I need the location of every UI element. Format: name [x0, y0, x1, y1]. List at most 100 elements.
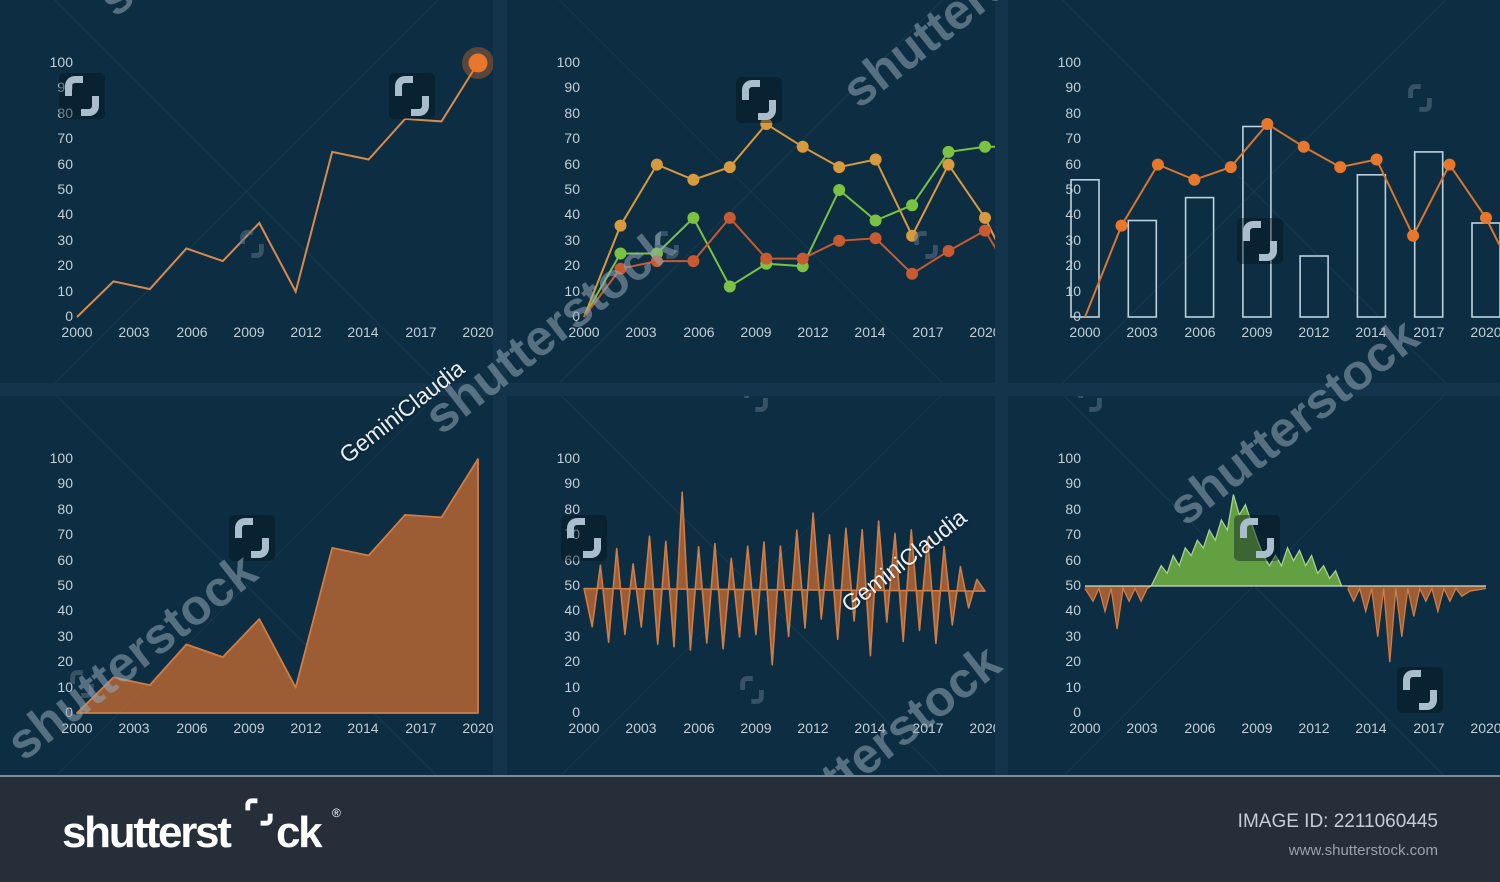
svg-text:2006: 2006 [1184, 720, 1215, 736]
svg-text:50: 50 [1065, 181, 1081, 197]
svg-text:2009: 2009 [233, 324, 264, 340]
svg-text:2003: 2003 [625, 324, 656, 340]
svg-text:2000: 2000 [61, 324, 92, 340]
svg-text:0: 0 [572, 704, 580, 720]
svg-text:80: 80 [564, 105, 580, 121]
svg-text:2000: 2000 [61, 720, 92, 736]
svg-text:80: 80 [57, 105, 73, 121]
svg-text:50: 50 [57, 577, 73, 593]
svg-text:2006: 2006 [683, 324, 714, 340]
svg-text:2020: 2020 [1470, 720, 1500, 736]
svg-text:2017: 2017 [1413, 720, 1444, 736]
svg-text:80: 80 [57, 501, 73, 517]
svg-text:0: 0 [1073, 308, 1081, 324]
svg-text:shutterst: shutterst [62, 808, 232, 857]
svg-text:2003: 2003 [1126, 720, 1157, 736]
svg-text:20: 20 [57, 653, 73, 669]
svg-text:2000: 2000 [1069, 720, 1100, 736]
svg-text:40: 40 [57, 602, 73, 618]
svg-text:20: 20 [1065, 653, 1081, 669]
svg-text:ck: ck [276, 808, 323, 857]
svg-text:60: 60 [564, 552, 580, 568]
svg-text:80: 80 [564, 501, 580, 517]
svg-text:30: 30 [1065, 628, 1081, 644]
svg-text:100: 100 [50, 450, 74, 466]
svg-text:®: ® [332, 806, 341, 820]
svg-text:30: 30 [564, 232, 580, 248]
svg-text:2009: 2009 [1241, 720, 1272, 736]
svg-text:2020: 2020 [462, 720, 493, 736]
svg-text:2009: 2009 [233, 720, 264, 736]
svg-text:2003: 2003 [1126, 324, 1157, 340]
svg-text:2014: 2014 [1355, 720, 1386, 736]
svg-text:100: 100 [50, 54, 74, 70]
svg-text:2020: 2020 [1470, 324, 1500, 340]
svg-text:2003: 2003 [118, 720, 149, 736]
svg-text:90: 90 [57, 79, 73, 95]
svg-text:2017: 2017 [912, 720, 943, 736]
svg-text:50: 50 [1065, 577, 1081, 593]
svg-text:70: 70 [564, 130, 580, 146]
svg-text:10: 10 [57, 679, 73, 695]
svg-text:2009: 2009 [1241, 324, 1272, 340]
svg-text:20: 20 [564, 257, 580, 273]
svg-text:50: 50 [564, 181, 580, 197]
svg-text:2000: 2000 [568, 720, 599, 736]
svg-text:60: 60 [1065, 156, 1081, 172]
svg-text:90: 90 [564, 79, 580, 95]
svg-text:90: 90 [57, 475, 73, 491]
svg-text:70: 70 [57, 526, 73, 542]
svg-text:100: 100 [1058, 54, 1082, 70]
svg-text:30: 30 [1065, 232, 1081, 248]
svg-text:40: 40 [57, 206, 73, 222]
svg-text:2020: 2020 [969, 324, 995, 340]
svg-text:0: 0 [572, 308, 580, 324]
svg-text:30: 30 [57, 232, 73, 248]
svg-text:2006: 2006 [176, 720, 207, 736]
svg-text:10: 10 [1065, 679, 1081, 695]
svg-text:2003: 2003 [625, 720, 656, 736]
svg-text:0: 0 [1073, 704, 1081, 720]
svg-text:40: 40 [564, 206, 580, 222]
svg-text:www.shutterstock.com: www.shutterstock.com [1288, 842, 1438, 859]
svg-text:40: 40 [1065, 602, 1081, 618]
svg-text:40: 40 [564, 602, 580, 618]
svg-text:2012: 2012 [797, 324, 828, 340]
svg-text:10: 10 [57, 283, 73, 299]
svg-text:20: 20 [1065, 257, 1081, 273]
svg-text:2017: 2017 [912, 324, 943, 340]
svg-text:70: 70 [57, 130, 73, 146]
svg-text:2000: 2000 [1069, 324, 1100, 340]
svg-text:70: 70 [564, 526, 580, 542]
svg-text:50: 50 [57, 181, 73, 197]
svg-text:0: 0 [65, 308, 73, 324]
svg-text:100: 100 [557, 450, 581, 466]
svg-text:2009: 2009 [740, 720, 771, 736]
svg-text:10: 10 [1065, 283, 1081, 299]
svg-text:2000: 2000 [568, 324, 599, 340]
svg-text:60: 60 [564, 156, 580, 172]
svg-text:10: 10 [564, 679, 580, 695]
svg-text:2012: 2012 [1298, 324, 1329, 340]
svg-text:2003: 2003 [118, 324, 149, 340]
svg-text:2014: 2014 [854, 720, 885, 736]
svg-text:100: 100 [1058, 450, 1082, 466]
svg-text:IMAGE ID: 2211060445: IMAGE ID: 2211060445 [1238, 811, 1438, 832]
svg-text:60: 60 [57, 552, 73, 568]
svg-text:50: 50 [564, 577, 580, 593]
svg-text:40: 40 [1065, 206, 1081, 222]
svg-text:2017: 2017 [405, 720, 436, 736]
svg-text:2009: 2009 [740, 324, 771, 340]
svg-text:2020: 2020 [969, 720, 995, 736]
svg-text:2014: 2014 [347, 720, 378, 736]
svg-text:90: 90 [564, 475, 580, 491]
svg-text:2020: 2020 [462, 324, 493, 340]
svg-text:2012: 2012 [1298, 720, 1329, 736]
svg-text:2017: 2017 [405, 324, 436, 340]
svg-text:90: 90 [1065, 475, 1081, 491]
svg-text:2012: 2012 [290, 720, 321, 736]
svg-text:70: 70 [1065, 526, 1081, 542]
svg-text:90: 90 [1065, 79, 1081, 95]
svg-text:2014: 2014 [854, 324, 885, 340]
svg-text:80: 80 [1065, 501, 1081, 517]
